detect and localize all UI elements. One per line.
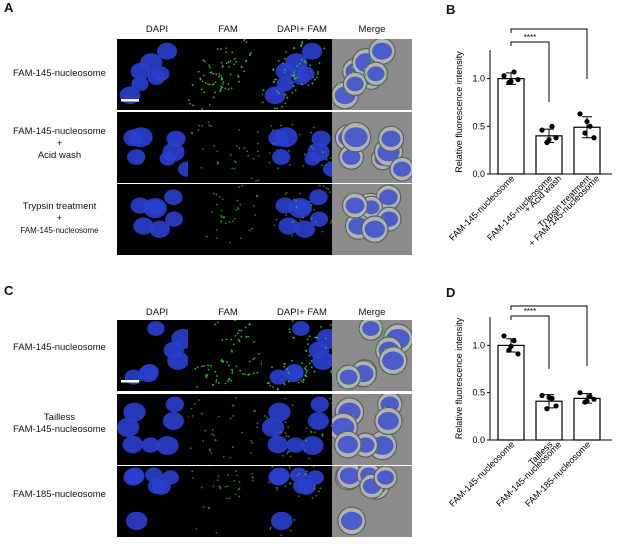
row-label-line: FAM-145-nucleosome xyxy=(2,68,117,80)
row-label-line: Acid wash xyxy=(2,150,117,162)
data-point xyxy=(511,338,516,343)
data-point xyxy=(501,333,506,338)
row-label-a2: FAM-145-nucleosome + Acid wash xyxy=(2,126,117,162)
row-label-line: FAM-145-nucleosome xyxy=(2,342,117,354)
micrograph-tile xyxy=(188,394,268,465)
data-point xyxy=(584,399,589,404)
data-point xyxy=(511,69,516,74)
data-point xyxy=(582,130,587,135)
micrograph-tile xyxy=(332,466,412,537)
micrograph-tile xyxy=(117,394,197,465)
micrograph-tile xyxy=(188,320,268,391)
y-tick-label: 1.0 xyxy=(472,340,485,350)
micrograph-tile xyxy=(332,112,412,183)
micrograph-tile xyxy=(332,184,412,255)
panel-letter-b: B xyxy=(446,2,455,17)
row-label-line: Trypsin treatment xyxy=(2,201,117,213)
bar xyxy=(498,345,524,440)
micrograph-tile xyxy=(332,394,412,465)
row-label-a3: Trypsin treatment + FAM-145-nucleosome xyxy=(2,201,117,237)
y-tick-label: 0.0 xyxy=(472,435,485,445)
row-label-c3: FAM-185-nucleosome xyxy=(2,489,117,501)
bar xyxy=(498,79,524,174)
micrograph-tile xyxy=(117,39,197,110)
panel-letter-a: A xyxy=(4,0,13,15)
significance-label: **** xyxy=(524,33,536,42)
data-point xyxy=(539,393,544,398)
column-header-dapi-fam: DAPI+ FAM xyxy=(262,307,342,318)
micrograph-tile xyxy=(117,184,197,255)
y-tick-label: 0.5 xyxy=(472,121,485,131)
data-point xyxy=(577,111,582,116)
chart-svg: 0.0 0.5 1.0 Relative fluorescence intensity… xyxy=(448,305,640,539)
y-axis-label: Relative fluorescence intensity xyxy=(454,51,464,173)
row-label-line: FAM-145-nucleosome xyxy=(2,126,117,138)
data-point xyxy=(539,128,544,133)
data-point xyxy=(546,137,551,142)
micrograph-tile xyxy=(332,320,412,391)
micrograph-tile xyxy=(188,112,268,183)
significance-label: **** xyxy=(561,24,573,29)
row-label-a1: FAM-145-nucleosome xyxy=(2,68,117,80)
data-point xyxy=(549,124,554,129)
y-tick-label: 1.0 xyxy=(472,74,485,84)
data-point xyxy=(501,73,506,78)
panel-letter-d: D xyxy=(446,285,455,300)
micrograph-tile xyxy=(117,112,197,183)
y-tick-label: 0.0 xyxy=(472,169,485,179)
micrograph-tile xyxy=(188,466,268,537)
column-header-merge: Merge xyxy=(332,307,412,318)
data-point xyxy=(544,406,549,411)
data-point xyxy=(584,119,589,124)
micrograph-tile xyxy=(332,39,412,110)
micrograph-tile xyxy=(262,112,342,183)
significance-label: **** xyxy=(561,305,573,306)
micrograph-tile xyxy=(262,184,342,255)
micrograph-tile xyxy=(262,39,342,110)
micrograph-tile xyxy=(188,39,268,110)
row-label-line: FAM-145-nucleosome xyxy=(2,424,117,436)
data-point xyxy=(553,403,558,408)
data-point xyxy=(591,135,596,140)
y-axis-label: Relative fluorescence intensity xyxy=(454,317,464,439)
micrograph-tile xyxy=(262,320,342,391)
data-point xyxy=(577,390,582,395)
micrograph-tile xyxy=(262,394,342,465)
column-header-fam: FAM xyxy=(188,24,268,35)
bar-chart-b: 0.0 0.5 1.0 Relative fluorescence intensity… xyxy=(448,24,640,286)
data-point xyxy=(546,395,551,400)
x-tick-label: FAM-145-nucleosome xyxy=(448,173,516,242)
panel-letter-c: C xyxy=(4,283,13,298)
micrograph-tile xyxy=(117,320,197,391)
data-point xyxy=(515,77,520,82)
data-point xyxy=(587,124,592,129)
column-header-dapi: DAPI xyxy=(117,307,197,318)
column-header-dapi: DAPI xyxy=(117,24,197,35)
y-tick-label: 0.5 xyxy=(472,388,485,398)
data-point xyxy=(553,135,558,140)
row-label-line: FAM-185-nucleosome xyxy=(2,489,117,501)
bar xyxy=(574,398,600,440)
row-label-c1: FAM-145-nucleosome xyxy=(2,342,117,354)
row-label-c2: Tailless FAM-145-nucleosome xyxy=(2,412,117,436)
bar-chart-d: 0.0 0.5 1.0 Relative fluorescence intensity… xyxy=(448,305,640,539)
row-label-line: Tailless xyxy=(2,412,117,424)
chart-svg: 0.0 0.5 1.0 Relative fluorescence intensity… xyxy=(448,24,640,286)
column-header-fam: FAM xyxy=(188,307,268,318)
row-label-line: FAM-145-nucleosome xyxy=(2,225,117,237)
column-header-dapi-fam: DAPI+ FAM xyxy=(262,24,342,35)
data-point xyxy=(515,351,520,356)
row-label-line: + xyxy=(2,213,117,225)
row-label-line: + xyxy=(2,138,117,150)
data-point xyxy=(508,79,513,84)
data-point xyxy=(508,344,513,349)
micrograph-tile xyxy=(188,184,268,255)
column-header-merge: Merge xyxy=(332,24,412,35)
micrograph-tile xyxy=(117,466,197,537)
micrograph-tile xyxy=(262,466,342,537)
significance-label: **** xyxy=(524,307,536,316)
data-point xyxy=(591,397,596,402)
